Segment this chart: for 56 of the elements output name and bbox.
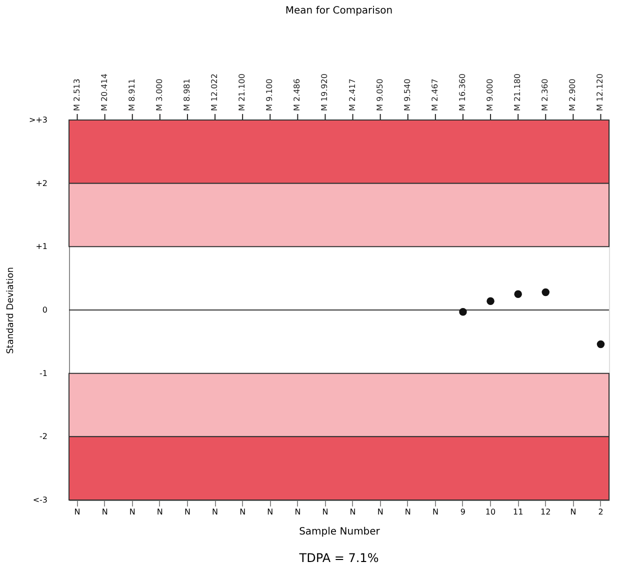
- text: M 3.000: [154, 78, 164, 111]
- text: M 9.540: [402, 78, 412, 111]
- x-tick-label: N: [570, 508, 576, 516]
- text: M 19.920: [320, 74, 330, 111]
- x-tick-label: 11: [512, 508, 524, 516]
- x-tick-label: 12: [540, 508, 551, 516]
- text: M 12.120: [596, 74, 605, 111]
- y-tick-label: -1: [40, 368, 48, 378]
- chart-title: Mean for Comparison: [285, 6, 393, 17]
- point: [486, 297, 494, 305]
- x-tick-label: N: [212, 508, 218, 516]
- text: M 20.414: [100, 74, 109, 111]
- x-tick-label: N: [240, 508, 246, 516]
- x-tick-label: N: [294, 508, 301, 516]
- text: M 2.486: [292, 78, 302, 111]
- x-tick-label: 2: [598, 508, 604, 516]
- text: M 2.360: [540, 78, 550, 111]
- x-tick-label: N: [184, 508, 190, 516]
- x-tick-label: N: [102, 508, 108, 516]
- x-tick-label: N: [350, 508, 356, 516]
- y-tick-label: <-3: [32, 496, 48, 504]
- point: [514, 290, 522, 298]
- text: TDPA = 7.1%: [298, 551, 379, 565]
- text: M 21.100: [238, 74, 247, 111]
- text: M 16.360: [458, 74, 467, 111]
- y-tick-label: +1: [36, 242, 48, 252]
- y-tick-label: 0: [42, 306, 48, 314]
- x-axis-title: Sample Number: [299, 526, 381, 538]
- x-tick-label: N: [156, 508, 163, 516]
- text: M 12.022: [210, 74, 220, 111]
- x-tick-label: N: [404, 508, 411, 516]
- text: M 2.467: [430, 78, 440, 111]
- point: [596, 340, 605, 348]
- text: M 21.180: [513, 74, 522, 111]
- text: M 9.000: [486, 78, 495, 111]
- x-tick-label: N: [322, 508, 328, 516]
- x-tick-label: N: [432, 508, 438, 516]
- x-tick-label: N: [377, 508, 384, 516]
- text: M 2.513: [72, 78, 82, 111]
- x-tick-label: N: [74, 508, 80, 516]
- y-tick-label: +2: [36, 178, 48, 188]
- point: [459, 308, 467, 316]
- text: M 2.417: [348, 78, 357, 111]
- y-tick-label: -2: [40, 432, 48, 442]
- text: M 9.050: [375, 78, 384, 111]
- x-tick-label: N: [267, 508, 274, 516]
- point: [542, 288, 550, 296]
- text: M 8.981: [182, 78, 192, 111]
- text: M 8.911: [127, 78, 136, 111]
- x-tick-label: 10: [485, 508, 496, 516]
- text: M 2.900: [568, 78, 578, 111]
- x-tick-label: N: [129, 508, 136, 516]
- text: M 9.100: [265, 78, 274, 111]
- y-axis-title: Standard Deviation: [6, 267, 16, 354]
- y-tick-label: >+3: [29, 116, 48, 124]
- x-tick-label: 9: [460, 508, 466, 516]
